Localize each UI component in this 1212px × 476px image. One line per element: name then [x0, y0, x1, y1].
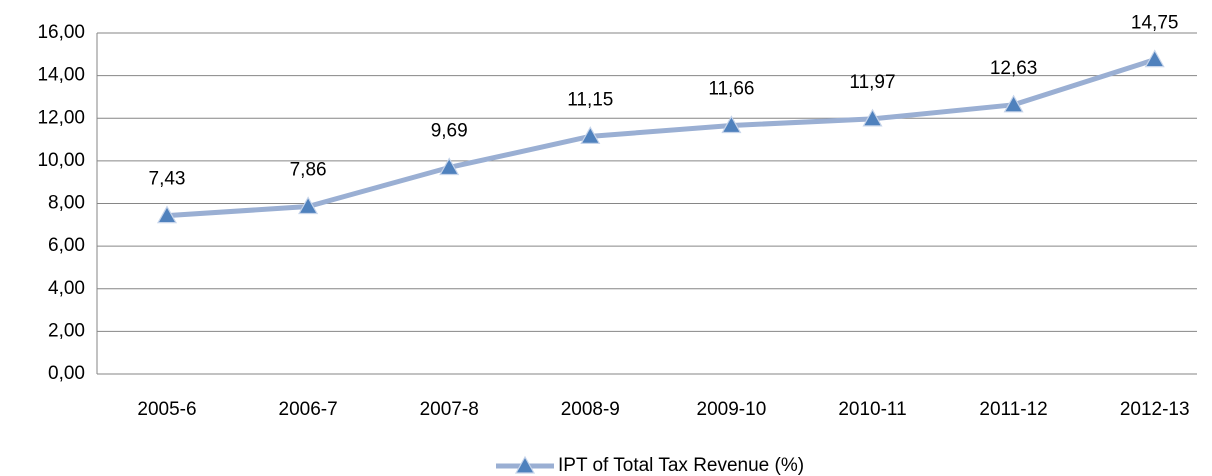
x-tick-label: 2006-7 [279, 399, 338, 420]
series-line [166, 57, 1156, 219]
data-label: 11,66 [708, 79, 754, 100]
data-label: 11,15 [567, 89, 613, 110]
y-tick-label: 0,00 [48, 363, 85, 384]
data-point [721, 115, 742, 134]
legend-marker [514, 455, 536, 474]
x-tick-label: 2008-9 [561, 399, 620, 420]
x-tick-label: 2012-13 [1120, 399, 1190, 420]
x-tick-label: 2010-11 [838, 399, 906, 420]
y-tick-label: 4,00 [48, 278, 85, 299]
y-tick-label: 8,00 [48, 193, 85, 214]
data-label: 9,69 [431, 120, 468, 141]
y-tick-label: 14,00 [37, 65, 85, 86]
y-tick-label: 16,00 [37, 22, 85, 43]
data-label: 11,97 [849, 72, 895, 93]
data-point [1003, 94, 1024, 113]
y-tick-label: 2,00 [48, 320, 85, 341]
legend-label: IPT of Total Tax Revenue (%) [558, 455, 804, 476]
data-label: 7,86 [290, 159, 327, 180]
x-tick-label: 2007-8 [420, 399, 479, 420]
data-point [580, 126, 601, 144]
data-point [156, 205, 178, 224]
x-tick-label: 2009-10 [697, 399, 767, 420]
data-label: 14,75 [1131, 13, 1179, 34]
data-label: 7,43 [149, 169, 186, 190]
x-tick-label: 2005-6 [137, 399, 196, 420]
data-point [298, 196, 319, 215]
y-tick-label: 6,00 [48, 235, 85, 256]
data-point [439, 157, 460, 176]
y-tick-label: 12,00 [37, 107, 85, 128]
y-tick-label: 10,00 [37, 150, 85, 171]
data-label: 12,63 [990, 58, 1038, 79]
data-point [1144, 49, 1165, 68]
data-point [862, 108, 883, 127]
x-tick-label: 2011-12 [979, 399, 1047, 420]
